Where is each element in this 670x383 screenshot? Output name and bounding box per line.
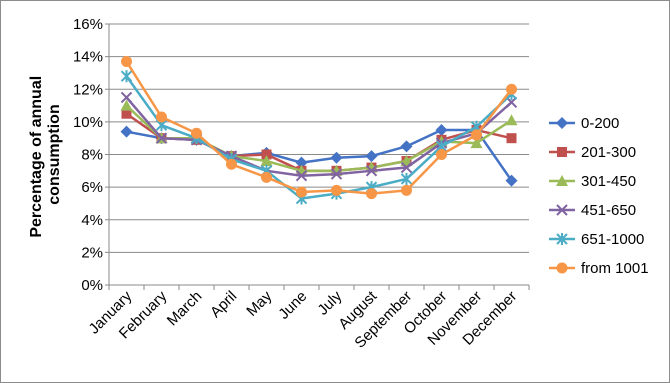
data-point — [156, 111, 167, 123]
legend-item: 451-650 — [549, 202, 636, 219]
legend-item: 201-300 — [549, 144, 636, 161]
data-point — [400, 140, 413, 153]
legend-marker — [556, 262, 568, 274]
series-0-200 — [120, 124, 518, 187]
data-point — [400, 161, 413, 174]
data-point — [330, 151, 343, 164]
data-point — [295, 169, 308, 182]
data-point — [365, 150, 378, 163]
legend: 0-200 201-300 301-450 451-650 651-1000 from 1… — [549, 115, 649, 277]
axis-layer: 0%2%4%6%8%10%12%14%16%JanuaryFebruaryMar… — [73, 16, 530, 352]
data-point — [120, 125, 133, 138]
y-tick-label: 12% — [73, 81, 103, 98]
y-tick-label: 14% — [73, 49, 103, 66]
y-tick-label: 6% — [81, 179, 103, 196]
series-line — [125, 96, 513, 177]
data-point — [261, 171, 272, 183]
data-point — [121, 56, 132, 68]
data-point — [120, 91, 133, 104]
data-point — [435, 124, 448, 137]
data-point — [470, 137, 483, 149]
legend-marker — [556, 204, 568, 216]
data-point — [400, 172, 413, 185]
legend-item: 651-1000 — [549, 231, 644, 248]
legend-label: 0-200 — [581, 115, 619, 132]
y-tick-label: 8% — [81, 147, 103, 164]
data-point — [471, 129, 482, 141]
data-point — [260, 155, 273, 167]
data-point — [155, 132, 168, 144]
data-point — [120, 70, 133, 83]
data-point — [120, 99, 133, 111]
series-layer — [120, 56, 518, 205]
y-axis-label-line-2: consumption — [46, 104, 63, 204]
legend-label: 451-650 — [581, 202, 636, 219]
data-point — [506, 83, 517, 95]
x-tick-label: May — [243, 287, 275, 319]
data-point — [121, 108, 132, 119]
legend-label: 651-1000 — [581, 231, 644, 248]
data-point — [365, 165, 378, 177]
data-point — [436, 149, 447, 160]
legend-item: from 1001 — [549, 260, 649, 277]
series-from-1001 — [121, 56, 517, 200]
data-point — [505, 174, 518, 187]
x-tick-label: June — [275, 288, 310, 323]
legend-item: 301-450 — [549, 173, 636, 190]
legend-label: 301-450 — [581, 173, 636, 190]
legend-marker — [556, 117, 568, 129]
data-point — [226, 158, 237, 170]
y-tick-label: 2% — [81, 244, 103, 261]
y-tick-label: 16% — [73, 16, 103, 33]
data-point — [261, 149, 272, 160]
legend-marker — [556, 175, 568, 186]
data-point — [366, 188, 377, 200]
y-axis-label: Percentage of annual consumption — [28, 71, 63, 237]
data-point — [505, 114, 518, 126]
data-point — [330, 168, 343, 180]
y-tick-label: 10% — [73, 114, 103, 131]
legend-marker — [556, 233, 568, 245]
legend-item: 0-200 — [549, 115, 619, 132]
data-point — [331, 184, 342, 196]
data-point — [296, 186, 307, 198]
grid-layer — [109, 23, 529, 253]
data-point — [295, 156, 308, 169]
series-line — [125, 75, 513, 200]
y-tick-label: 4% — [81, 212, 103, 229]
legend-label: from 1001 — [581, 260, 649, 277]
data-point — [191, 127, 202, 139]
y-axis-label-line-1: Percentage of annual — [28, 76, 45, 238]
data-point — [505, 96, 518, 109]
legend-marker — [557, 147, 567, 157]
series-line — [125, 60, 513, 195]
x-tick-label: April — [207, 288, 240, 321]
data-point — [401, 184, 412, 196]
data-point — [506, 133, 517, 144]
legend-label: 201-300 — [581, 144, 636, 161]
x-tick-label: March — [164, 288, 205, 329]
y-tick-label: 0% — [81, 277, 103, 294]
